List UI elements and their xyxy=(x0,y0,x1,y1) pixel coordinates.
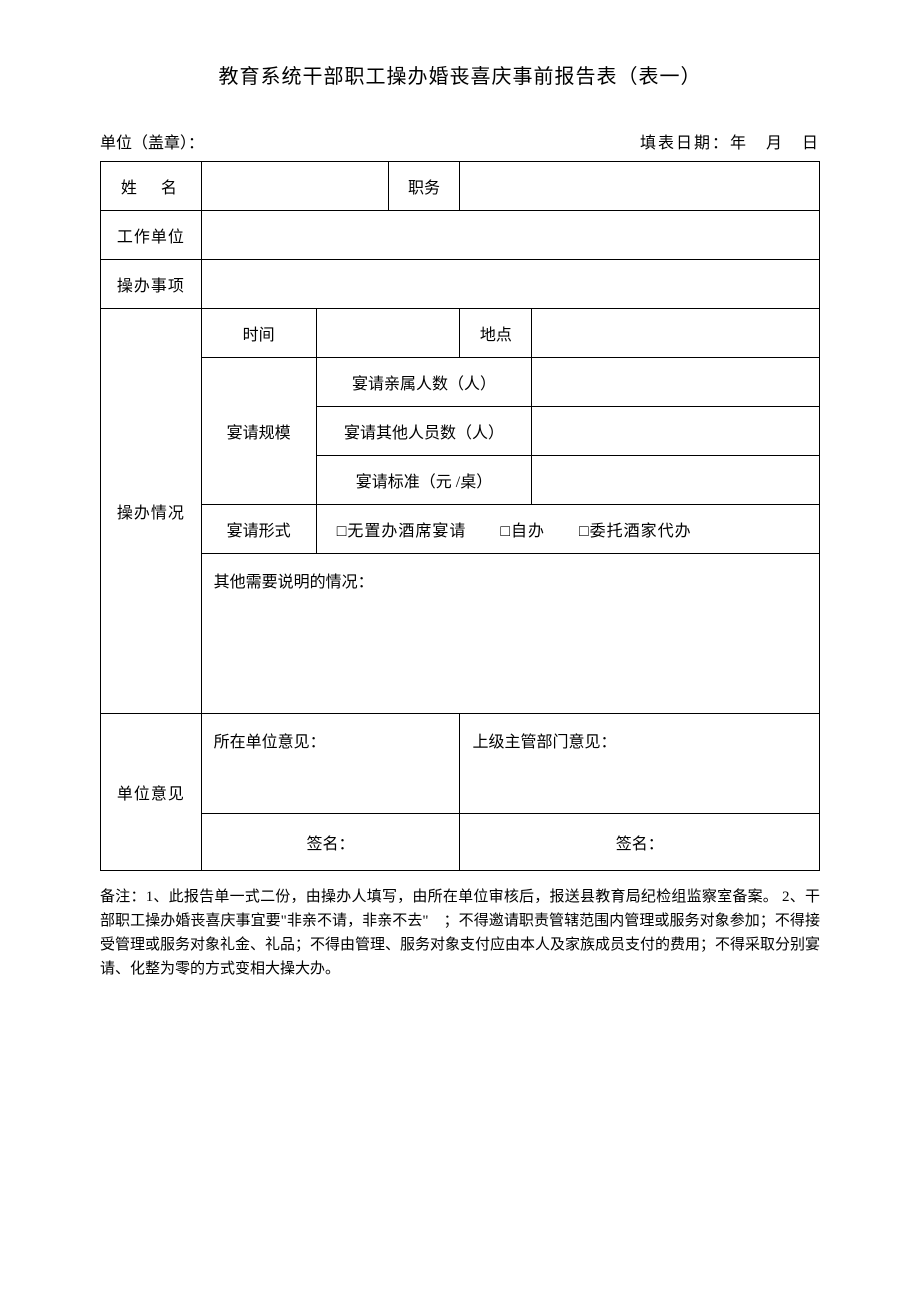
work-unit-label: 工作单位 xyxy=(101,211,202,260)
name-value[interactable] xyxy=(201,162,388,211)
standard-value[interactable] xyxy=(532,456,820,505)
unit-opinion-label[interactable]: 所在单位意见： xyxy=(201,714,460,814)
time-label: 时间 xyxy=(201,309,316,358)
date-label: 填表日期： xyxy=(640,135,730,152)
row-other-notes: 其他需要说明的情况： xyxy=(101,554,820,714)
row-name: 姓 名 职务 xyxy=(101,162,820,211)
situation-label: 操办情况 xyxy=(101,309,202,714)
report-form-table: 姓 名 职务 工作单位 操办事项 操办情况 时间 地点 宴请规模 宴请亲属人数（… xyxy=(100,161,820,871)
form-title: 教育系统干部职工操办婚丧喜庆事前报告表（表一） xyxy=(40,60,880,89)
work-unit-value[interactable] xyxy=(201,211,819,260)
others-value[interactable] xyxy=(532,407,820,456)
position-value[interactable] xyxy=(460,162,820,211)
row-relatives: 宴请规模 宴请亲属人数（人） xyxy=(101,358,820,407)
row-work-unit: 工作单位 xyxy=(101,211,820,260)
relatives-value[interactable] xyxy=(532,358,820,407)
time-value[interactable] xyxy=(316,309,460,358)
row-banquet-form: 宴请形式 □无置办酒席宴请 □自办 □委托酒家代办 xyxy=(101,505,820,554)
relatives-label: 宴请亲属人数（人） xyxy=(316,358,532,407)
row-matter: 操办事项 xyxy=(101,260,820,309)
standard-label: 宴请标准（元 /桌） xyxy=(316,456,532,505)
row-time-location: 操办情况 时间 地点 xyxy=(101,309,820,358)
matter-value[interactable] xyxy=(201,260,819,309)
name-label: 姓 名 xyxy=(101,162,202,211)
sign-label-2[interactable]: 签名： xyxy=(460,814,820,871)
scale-label: 宴请规模 xyxy=(201,358,316,505)
unit-seal-label: 单位（盖章）： xyxy=(100,129,204,153)
location-label: 地点 xyxy=(460,309,532,358)
row-signatures: 签名： 签名： xyxy=(101,814,820,871)
date-value: 年 月 日 xyxy=(730,135,820,152)
form-label: 宴请形式 xyxy=(201,505,316,554)
row-opinion-labels: 单位意见 所在单位意见： 上级主管部门意见： xyxy=(101,714,820,814)
fill-date: 填表日期：年 月 日 xyxy=(640,129,820,153)
other-notes-label[interactable]: 其他需要说明的情况： xyxy=(201,554,819,714)
others-label: 宴请其他人员数（人） xyxy=(316,407,532,456)
matter-label: 操办事项 xyxy=(101,260,202,309)
opinion-label: 单位意见 xyxy=(101,714,202,871)
position-label: 职务 xyxy=(388,162,460,211)
remarks-text: 备注：1、此报告单一式二份，由操办人填写，由所在单位审核后，报送县教育局纪检组监… xyxy=(100,885,820,981)
superior-opinion-label[interactable]: 上级主管部门意见： xyxy=(460,714,820,814)
header-line: 单位（盖章）： 填表日期：年 月 日 xyxy=(100,129,820,153)
form-options[interactable]: □无置办酒席宴请 □自办 □委托酒家代办 xyxy=(316,505,819,554)
location-value[interactable] xyxy=(532,309,820,358)
sign-label-1[interactable]: 签名： xyxy=(201,814,460,871)
